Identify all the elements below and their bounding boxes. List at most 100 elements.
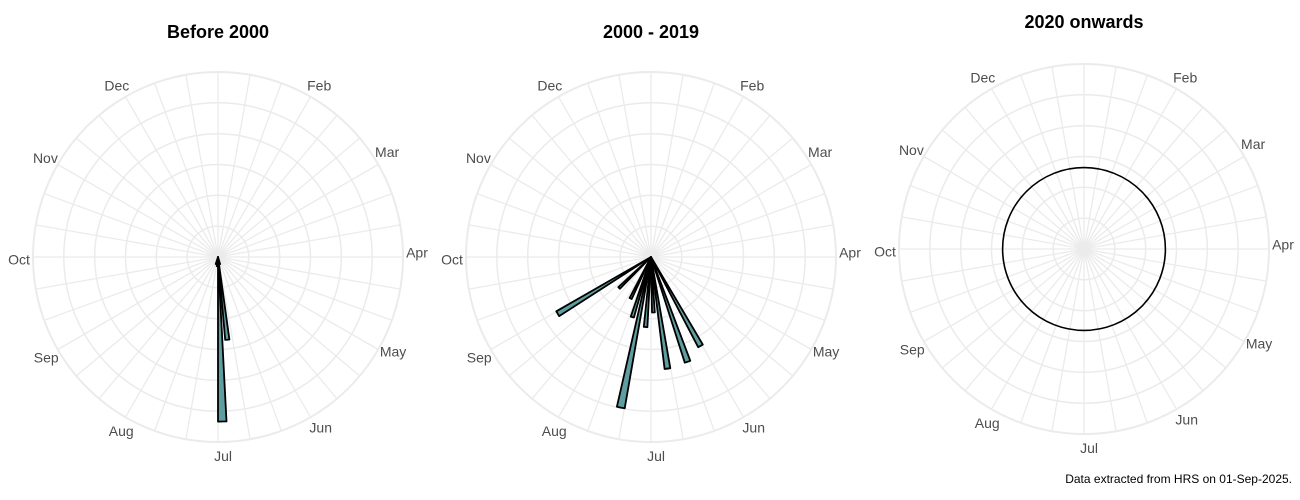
grid-spoke	[557, 256, 652, 418]
month-label-aug: Aug	[975, 415, 1000, 431]
grid-spoke	[217, 114, 338, 258]
month-label-feb: Feb	[1173, 70, 1197, 86]
grid-spoke	[217, 74, 251, 258]
grid-spoke	[217, 256, 312, 418]
grid-spoke	[557, 96, 652, 258]
month-label-aug: Aug	[109, 423, 134, 439]
chart-title-before-2000: Before 2000	[166, 22, 270, 42]
grid-spoke	[217, 96, 312, 258]
grid-spoke	[618, 74, 652, 258]
polar-bar-4	[642, 256, 652, 329]
grid-spoke	[650, 256, 826, 321]
data-source-caption: Data extracted from HRS on 01-Sep-2025.	[1065, 472, 1292, 486]
grid-spoke	[508, 256, 652, 377]
grid-spoke	[217, 193, 393, 258]
month-label-oct: Oct	[8, 252, 30, 268]
grid-spoke	[650, 74, 684, 258]
grid-spoke	[1083, 185, 1259, 250]
grid-spoke	[35, 224, 219, 258]
polar-chart-1: Feb Mar Apr May Jun Jul Aug Sep Oct Nov Dec	[441, 71, 861, 464]
polar-bar-3	[650, 256, 656, 314]
grid-spoke	[1083, 248, 1204, 392]
month-label-oct: Oct	[874, 244, 896, 260]
month-label-dec: Dec	[104, 78, 129, 94]
month-label-mar: Mar	[1241, 136, 1265, 152]
month-label-sep: Sep	[467, 350, 492, 366]
grid-spoke	[650, 256, 834, 290]
month-label-mar: Mar	[808, 144, 832, 160]
grid-spoke	[468, 224, 652, 258]
grid-spoke	[1083, 248, 1148, 424]
grid-spoke	[909, 185, 1085, 250]
polar-bar-2	[650, 256, 672, 370]
month-label-dec: Dec	[537, 78, 562, 94]
grid-spoke	[124, 256, 219, 418]
grid-spoke	[217, 224, 401, 258]
grid-spoke	[75, 137, 219, 258]
grid-spoke	[185, 256, 219, 440]
grid-spoke	[217, 82, 282, 258]
grid-spoke	[531, 256, 652, 400]
month-label-apr: Apr	[406, 245, 428, 261]
grid-spoke	[990, 248, 1085, 410]
month-label-apr: Apr	[1272, 237, 1294, 253]
grid-spoke	[1083, 66, 1117, 250]
grid-spoke	[35, 256, 219, 290]
month-label-jun: Jun	[309, 420, 332, 436]
grid-spoke	[650, 114, 771, 258]
grid-spoke	[650, 256, 812, 351]
polar-bar-7	[628, 256, 652, 300]
polar-chart-0: Feb Mar Apr May Jun Jul Aug Sep Oct Nov Dec	[8, 71, 428, 464]
month-label-may: May	[380, 344, 406, 360]
month-label-mar: Mar	[375, 144, 399, 160]
grid-spoke	[941, 248, 1085, 369]
polar-bar-5	[616, 256, 652, 410]
month-label-jun: Jun	[1175, 412, 1198, 428]
grid-spoke	[1020, 74, 1085, 250]
grid-spoke	[124, 96, 219, 258]
grid-spoke	[1083, 155, 1245, 250]
outline-circle	[1001, 166, 1167, 332]
month-label-may: May	[813, 344, 839, 360]
polar-bar-4	[215, 256, 219, 268]
chart-title-2020-onwards: 2020 onwards	[1024, 12, 1144, 32]
chart-title-2000-2019: 2000 - 2019	[602, 22, 700, 42]
grid-spoke	[490, 163, 652, 258]
polar-bar-1	[217, 256, 231, 341]
grid-spoke	[57, 256, 219, 351]
grid-spoke	[901, 248, 1085, 282]
grid-spoke	[217, 256, 393, 321]
grid-spoke	[1083, 88, 1178, 250]
grid-spoke	[1083, 74, 1148, 250]
grid-spoke	[964, 106, 1085, 250]
month-label-nov: Nov	[466, 150, 491, 166]
grid-spoke	[217, 256, 361, 377]
month-label-apr: Apr	[839, 245, 861, 261]
polar-bar-8	[617, 256, 652, 290]
grid-spoke	[98, 256, 219, 400]
grid-spoke	[476, 193, 652, 258]
grid-spoke	[1083, 248, 1267, 282]
month-label-dec: Dec	[970, 70, 995, 86]
grid-spoke	[508, 137, 652, 258]
month-label-may: May	[1246, 336, 1272, 352]
month-label-sep: Sep	[34, 350, 59, 366]
month-label-aug: Aug	[542, 423, 567, 439]
grid-spoke	[587, 82, 652, 258]
grid-spoke	[650, 224, 834, 258]
month-label-jun: Jun	[742, 420, 765, 436]
grid-spoke	[1083, 248, 1227, 369]
grid-spoke	[923, 248, 1085, 343]
polar-bar-9	[555, 256, 652, 317]
grid-spoke	[1051, 66, 1085, 250]
grid-spoke	[923, 155, 1085, 250]
month-label-feb: Feb	[740, 78, 764, 94]
grid-spoke	[650, 193, 826, 258]
polar-bar-0	[650, 256, 704, 349]
polar-bar-0	[217, 256, 228, 423]
grid-spoke	[43, 256, 219, 321]
month-label-nov: Nov	[33, 150, 58, 166]
grid-spoke	[43, 193, 219, 258]
grid-spoke	[217, 256, 401, 290]
